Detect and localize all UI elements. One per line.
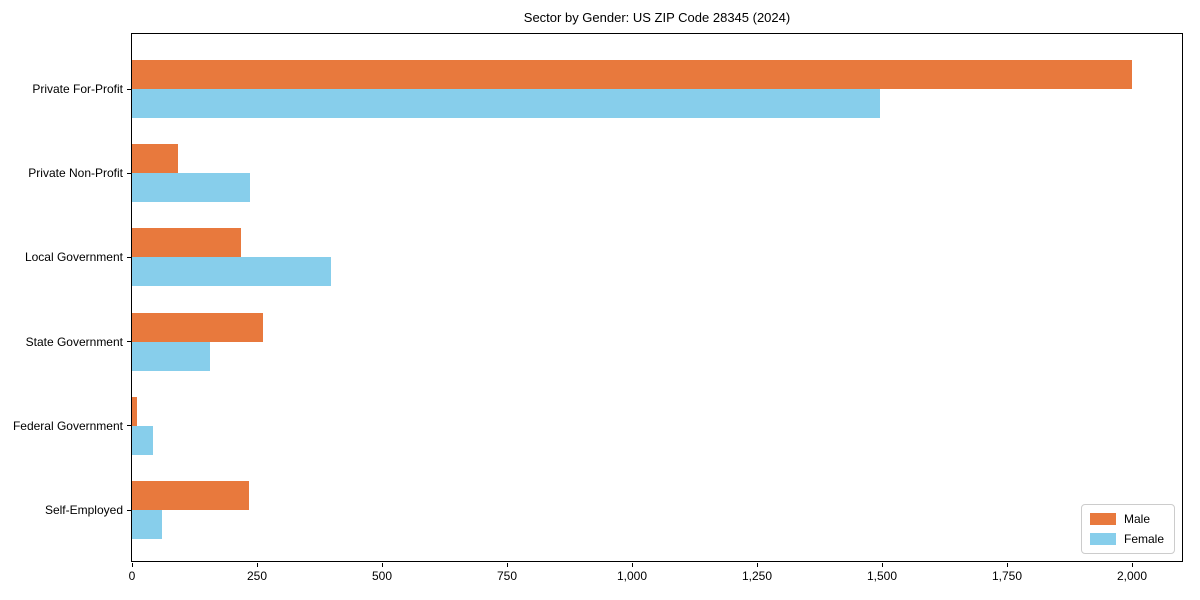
legend: Male Female — [1080, 504, 1175, 554]
category-label-private-for-profit: Private For-Profit — [32, 82, 123, 96]
bar-male-private-for-profit — [132, 60, 1132, 89]
x-tick-label-1500: 1,500 — [866, 569, 898, 583]
x-tick-label-500: 500 — [371, 569, 393, 583]
plot-area: Male Female Private For-Profit Private No… — [13, 33, 1183, 583]
legend-swatch-female-icon — [1089, 533, 1116, 545]
category-label-private-non-profit: Private Non-Profit — [28, 166, 123, 181]
category-label-state-government: State Government — [25, 334, 123, 349]
bar-male-self-employed — [132, 481, 249, 510]
x-tick-label-750: 750 — [496, 569, 518, 583]
x-tick-1000 — [631, 563, 633, 567]
bar-male-state-government — [132, 312, 263, 342]
x-tick-500 — [381, 563, 383, 567]
y-tick-local-government — [127, 256, 131, 258]
x-tick-750 — [506, 563, 508, 567]
bar-male-private-non-profit — [132, 144, 178, 174]
bar-female-local-government — [132, 257, 331, 287]
legend-item-female: Female — [1089, 532, 1164, 546]
bar-male-federal-government — [132, 396, 138, 426]
x-tick-1500 — [881, 563, 883, 567]
x-tick-label-2000: 2,000 — [1116, 569, 1148, 583]
x-tick-label-0: 0 — [128, 569, 136, 583]
category-label-local-government: Local Government — [24, 250, 123, 265]
bar-female-federal-government — [132, 425, 153, 455]
y-tick-private-non-profit — [127, 172, 131, 174]
y-tick-private-for-profit — [127, 88, 131, 90]
category-label-self-employed: Self-Employed — [44, 503, 123, 517]
y-tick-state-government — [127, 341, 131, 343]
bar-female-state-government — [132, 341, 210, 371]
y-tick-self-employed — [127, 509, 131, 511]
chart-title: Sector by Gender: US ZIP Code 28345 (202… — [523, 10, 791, 25]
legend-swatch-male-icon — [1089, 513, 1116, 525]
x-tick-1250 — [756, 563, 758, 567]
bar-female-self-employed — [132, 510, 162, 539]
legend-label-female: Female — [1123, 532, 1164, 546]
x-tick-label-1750: 1,750 — [991, 569, 1023, 583]
x-tick-0 — [131, 563, 133, 567]
category-label-federal-government: Federal Government — [12, 418, 123, 433]
legend-label-male: Male — [1123, 512, 1150, 526]
x-tick-label-1250: 1,250 — [741, 569, 773, 583]
legend-item-male: Male — [1089, 512, 1164, 526]
x-tick-label-1000: 1,000 — [616, 569, 648, 583]
x-tick-1750 — [1006, 563, 1008, 567]
bar-male-local-government — [132, 228, 241, 258]
x-tick-label-250: 250 — [246, 569, 268, 583]
x-tick-2000 — [1131, 563, 1133, 567]
y-tick-federal-government — [127, 425, 131, 427]
x-tick-250 — [256, 563, 258, 567]
bar-female-private-non-profit — [132, 173, 250, 203]
bar-female-private-for-profit — [132, 89, 880, 118]
